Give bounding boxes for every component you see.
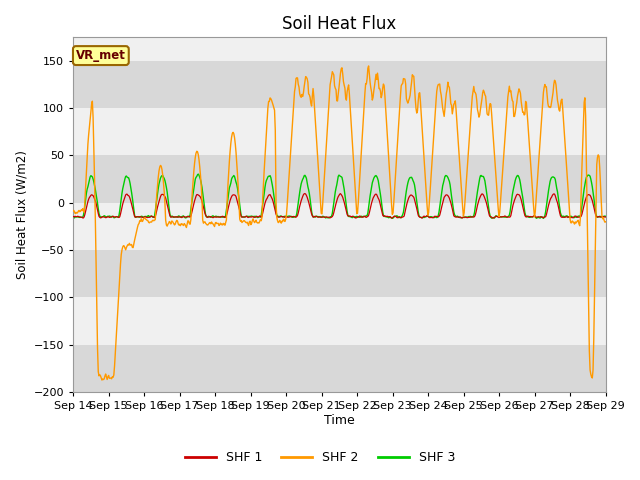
SHF 2 bbox=[69, 208, 77, 214]
SHF 3 bbox=[602, 214, 609, 219]
Line: SHF 3: SHF 3 bbox=[73, 174, 605, 218]
SHF 2 bbox=[365, 63, 372, 69]
SHF 3 bbox=[216, 214, 224, 219]
Bar bbox=[73, 250, 605, 297]
SHF 1 bbox=[69, 214, 77, 219]
SHF 1 bbox=[602, 214, 609, 220]
SHF 1 bbox=[421, 214, 429, 219]
Legend: SHF 1, SHF 2, SHF 3: SHF 1, SHF 2, SHF 3 bbox=[180, 446, 460, 469]
SHF 2 bbox=[98, 377, 106, 383]
Y-axis label: Soil Heat Flux (W/m2): Soil Heat Flux (W/m2) bbox=[15, 150, 28, 279]
Bar bbox=[73, 61, 605, 108]
SHF 3 bbox=[188, 201, 195, 206]
SHF 1 bbox=[188, 211, 195, 216]
Bar bbox=[73, 297, 605, 345]
SHF 3 bbox=[134, 214, 141, 220]
Bar bbox=[73, 203, 605, 250]
SHF 2 bbox=[79, 206, 86, 212]
SHF 1 bbox=[404, 195, 412, 201]
SHF 3 bbox=[195, 171, 202, 177]
SHF 2 bbox=[406, 96, 413, 101]
Bar bbox=[73, 108, 605, 156]
SHF 3 bbox=[540, 216, 547, 221]
Bar bbox=[73, 345, 605, 392]
X-axis label: Time: Time bbox=[324, 414, 355, 427]
SHF 2 bbox=[421, 169, 429, 175]
SHF 1 bbox=[216, 214, 223, 220]
Text: VR_met: VR_met bbox=[76, 49, 126, 62]
SHF 2 bbox=[602, 219, 609, 225]
SHF 1 bbox=[134, 214, 141, 220]
SHF 2 bbox=[189, 189, 196, 195]
SHF 3 bbox=[79, 215, 86, 220]
SHF 3 bbox=[420, 215, 428, 220]
Title: Soil Heat Flux: Soil Heat Flux bbox=[282, 15, 396, 33]
Bar bbox=[73, 156, 605, 203]
SHF 2 bbox=[216, 220, 224, 226]
Line: SHF 2: SHF 2 bbox=[73, 66, 605, 380]
SHF 3 bbox=[404, 177, 412, 183]
SHF 3 bbox=[69, 214, 77, 220]
SHF 2 bbox=[134, 222, 142, 228]
SHF 1 bbox=[301, 191, 308, 196]
Line: SHF 1: SHF 1 bbox=[73, 193, 605, 218]
SHF 1 bbox=[79, 215, 86, 221]
SHF 1 bbox=[418, 215, 426, 221]
